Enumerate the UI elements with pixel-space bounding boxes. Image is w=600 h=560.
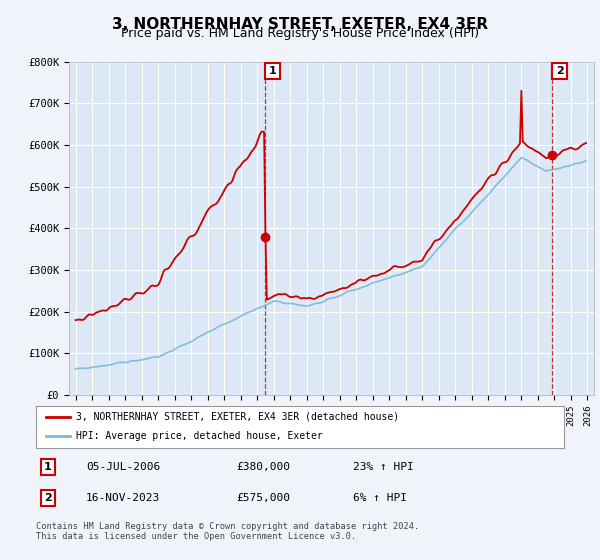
Text: £380,000: £380,000 xyxy=(236,462,290,472)
Text: 1: 1 xyxy=(269,66,277,76)
Text: Contains HM Land Registry data © Crown copyright and database right 2024.
This d: Contains HM Land Registry data © Crown c… xyxy=(36,522,419,542)
Text: £575,000: £575,000 xyxy=(236,493,290,503)
Text: 16-NOV-2023: 16-NOV-2023 xyxy=(86,493,160,503)
Text: 2: 2 xyxy=(44,493,52,503)
Text: Price paid vs. HM Land Registry's House Price Index (HPI): Price paid vs. HM Land Registry's House … xyxy=(121,27,479,40)
Text: 05-JUL-2006: 05-JUL-2006 xyxy=(86,462,160,472)
Text: 23% ↑ HPI: 23% ↑ HPI xyxy=(353,462,413,472)
Text: 3, NORTHERNHAY STREET, EXETER, EX4 3ER (detached house): 3, NORTHERNHAY STREET, EXETER, EX4 3ER (… xyxy=(76,412,399,422)
Text: 1: 1 xyxy=(44,462,52,472)
Text: 6% ↑ HPI: 6% ↑ HPI xyxy=(353,493,407,503)
Text: HPI: Average price, detached house, Exeter: HPI: Average price, detached house, Exet… xyxy=(76,431,322,441)
Text: 3, NORTHERNHAY STREET, EXETER, EX4 3ER: 3, NORTHERNHAY STREET, EXETER, EX4 3ER xyxy=(112,17,488,32)
Text: 2: 2 xyxy=(556,66,563,76)
